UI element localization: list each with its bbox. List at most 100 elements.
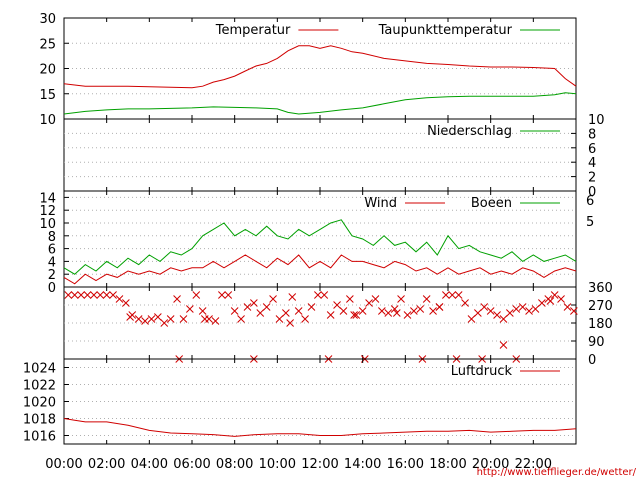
y-tick-label: 20	[39, 63, 56, 78]
wind-direction-point	[563, 303, 572, 311]
wind-direction-point	[109, 291, 117, 299]
y-tick-label: 4	[48, 255, 56, 270]
y-tick-label: 0	[48, 281, 56, 296]
wind-direction-point	[301, 315, 309, 323]
y-tick-label: 1018	[23, 413, 56, 428]
wind-direction-point	[320, 291, 329, 299]
wind-direction-point	[262, 303, 271, 311]
y-tick-label: 2	[48, 268, 56, 283]
wind-direction-point	[557, 295, 565, 303]
wind-direction-point	[467, 315, 476, 323]
wind-direction-point	[307, 303, 316, 311]
wind-direction-point	[392, 309, 401, 317]
wind-direction-point	[378, 307, 386, 315]
legend-label: Boeen	[471, 196, 512, 211]
series-taupunkttemperatur-line	[63, 92, 577, 115]
wind-direction-point	[250, 299, 258, 307]
y-tick-label: 12	[39, 204, 56, 219]
wind-direction-point	[282, 309, 290, 317]
wind-direction-point	[358, 307, 367, 315]
y-tick-label: 6	[48, 243, 56, 258]
x-tick-label: 02:00	[88, 457, 125, 472]
credit-link[interactable]: http://www.tiefflieger.de/wetter/	[476, 467, 636, 478]
wind-direction-point	[326, 311, 335, 319]
x-tick-label: 14:00	[344, 457, 381, 472]
series-luftdruck-line	[63, 418, 577, 437]
wind-direction-point	[512, 305, 521, 313]
wind-direction-point	[499, 341, 508, 349]
wind-direction-point	[126, 313, 134, 321]
right-axis-label: 5	[586, 215, 594, 230]
y-tick-label: 180	[588, 317, 613, 332]
wind-direction-point	[115, 295, 124, 303]
wind-direction-point	[70, 291, 79, 299]
wind-direction-point	[237, 315, 245, 323]
wind-direction-point	[294, 307, 303, 315]
y-tick-label: 15	[39, 88, 56, 103]
wind-direction-point	[333, 301, 341, 309]
wind-direction-point	[173, 295, 181, 303]
wind-direction-point	[546, 297, 555, 305]
wind-direction-point	[384, 309, 393, 317]
y-tick-label: 10	[588, 113, 605, 128]
wind-direction-point	[211, 317, 220, 325]
wind-direction-point	[480, 303, 489, 311]
x-tick-label: 18:00	[429, 457, 466, 472]
x-tick-label: 10:00	[259, 457, 296, 472]
x-tick-label: 12:00	[301, 457, 338, 472]
y-tick-label: 1016	[23, 430, 56, 445]
y-tick-label: 25	[39, 37, 56, 52]
wind-direction-point	[160, 319, 169, 327]
wind-direction-point	[218, 291, 226, 299]
x-tick-label: 04:00	[131, 457, 168, 472]
y-tick-label: 10	[39, 217, 56, 232]
wind-direction-point	[435, 303, 444, 311]
wind-direction-point	[230, 307, 239, 315]
y-tick-label: 90	[588, 335, 605, 350]
wind-direction-point	[346, 295, 354, 303]
y-tick-label: 8	[588, 127, 596, 142]
wind-direction-point	[269, 295, 277, 303]
wind-direction-point	[186, 305, 194, 313]
right-axis-label: 6	[586, 194, 594, 209]
wind-direction-point	[200, 315, 209, 323]
wind-direction-point	[550, 291, 559, 299]
wind-direction-point	[83, 291, 92, 299]
wind-direction-point	[96, 291, 105, 299]
wind-direction-point	[141, 317, 149, 325]
series-boeen-line	[63, 219, 577, 275]
legend-label: Niederschlag	[427, 124, 512, 139]
wind-direction-point	[147, 315, 156, 323]
wind-direction-point	[442, 291, 450, 299]
wind-direction-point	[416, 305, 425, 313]
y-tick-label: 1020	[23, 396, 56, 411]
y-tick-label: 2	[588, 171, 596, 186]
wind-direction-point	[198, 307, 207, 315]
wind-direction-point	[339, 307, 348, 315]
wind-direction-point	[134, 315, 143, 323]
wind-direction-point	[192, 291, 201, 299]
y-tick-label: 360	[588, 281, 613, 296]
x-tick-label: 00:00	[45, 457, 82, 472]
wind-direction-point	[506, 309, 514, 317]
wind-direction-point	[538, 299, 546, 307]
y-tick-label: 30	[39, 12, 56, 27]
wind-direction-point	[531, 305, 540, 313]
wind-direction-point	[422, 295, 431, 303]
y-tick-label: 1022	[23, 379, 56, 394]
series-wind-line	[63, 254, 577, 285]
wind-direction-point	[410, 307, 418, 315]
wind-direction-point	[461, 299, 469, 307]
wind-direction-point	[122, 299, 130, 307]
wind-direction-point	[486, 307, 495, 315]
legend-label: Taupunkttemperatur	[378, 23, 513, 38]
wind-direction-point	[256, 309, 265, 317]
y-tick-label: 10	[39, 113, 56, 128]
wind-direction-point	[286, 319, 294, 327]
x-tick-label: 22:00	[515, 457, 552, 472]
wind-direction-point	[371, 295, 380, 303]
wind-direction-point	[429, 307, 437, 315]
wind-direction-point	[570, 307, 578, 315]
y-tick-label: 270	[588, 299, 613, 314]
